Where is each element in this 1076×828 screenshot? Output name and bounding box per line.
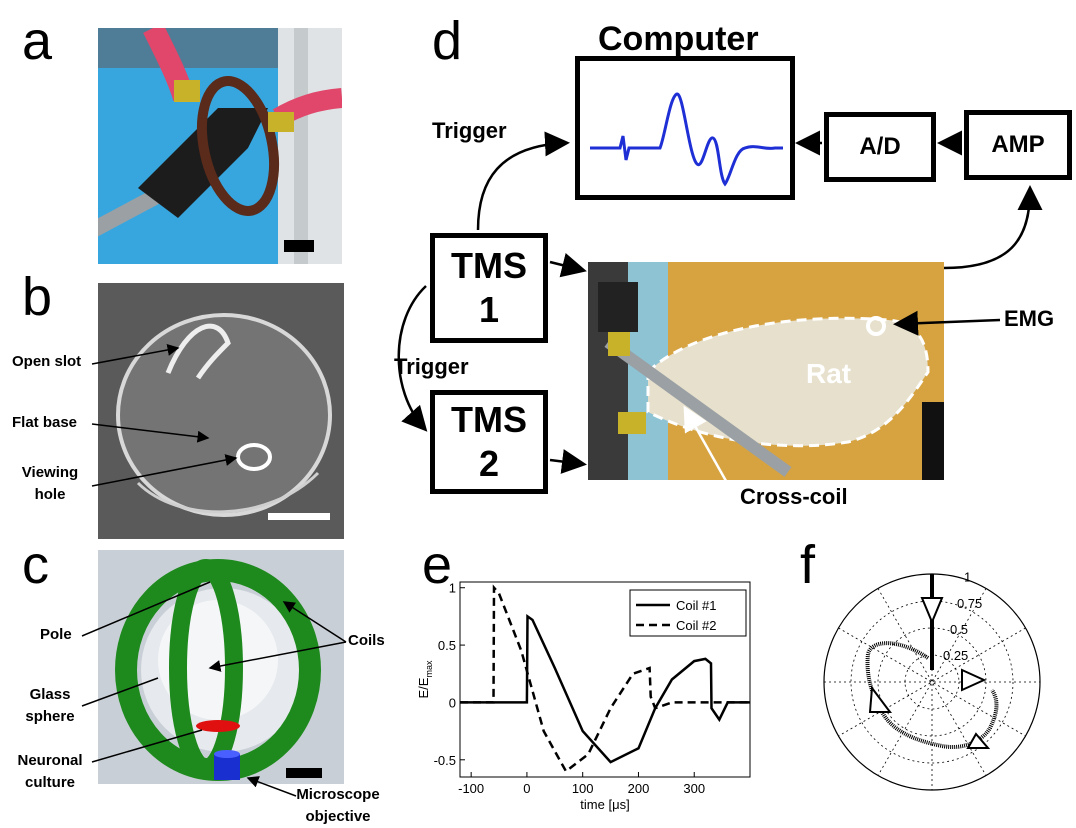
coil-holder-photo [90,23,343,264]
panel-letter-b: b [22,267,53,327]
x-tick-label: 100 [572,781,594,796]
polar-grid-spoke [877,588,987,776]
label-open-slot: Open slot [12,353,82,370]
direction-arrow [966,732,991,749]
panel-letter-c: c [22,535,49,595]
trigger-label-mid: Trigger [394,354,469,379]
tms1-number: 1 [478,289,500,330]
computer-title: Computer [598,20,759,58]
direction-arrow [961,668,987,692]
y-tick-label: 0.5 [438,638,456,653]
series-line [460,614,750,764]
rat-label: Rat [806,358,852,389]
waveform-chart: -100 0 100 200 300 1 0.5 0 -0.5 time [μs] E/Emax Co… [416,581,751,812]
legend-label: Coil #1 [676,598,716,613]
radial-tick-label: 0.5 [950,622,968,637]
legend-label: Coil #2 [676,618,716,633]
x-tick-label: 0 [523,781,530,796]
series-line [460,584,750,774]
x-tick-label: 300 [683,781,705,796]
label-glass: Glass [29,686,71,703]
cross-coil-label: Cross-coil [740,484,848,509]
label-microscope: Microscope [296,786,380,803]
direction-arrow [920,597,944,625]
radial-tick-label: 1 [964,570,971,585]
x-axis-label: time [μs] [580,797,629,812]
label-viewing: Viewing [21,464,79,481]
legend-box [629,589,747,637]
label-neuronal: Neuronal [17,752,83,769]
label-hole: hole [34,486,66,503]
y-axis-label: E/Emax [416,660,434,698]
polar-grid-spoke [838,627,1026,737]
y-tick-label: 0 [449,695,456,710]
tms2-label: TMS [451,399,527,440]
radial-tick-label: 0.75 [957,596,982,611]
label-pole: Pole [40,626,72,643]
label-coils: Coils [348,632,385,649]
panel-letter-f: f [800,535,816,595]
polar-trace [865,641,999,749]
y-tick-label: -0.5 [434,753,456,768]
ad-box: A/D [824,112,936,182]
panel-letter-a: a [22,11,53,71]
rat-photo [588,262,944,480]
panel-letter-e: e [422,535,453,595]
emg-label: EMG [1004,306,1055,331]
computer-box [575,56,795,200]
polar-chart: 1 0.75 0.5 0.25 [823,570,1041,791]
label-flat-base: Flat base [12,414,78,431]
label-sphere: sphere [25,708,75,725]
computer-trace [590,92,783,187]
label-culture: culture [24,774,75,791]
tms2-box: TMS 2 [430,390,548,494]
tms1-label: TMS [451,245,527,286]
glass-sphere-photo [98,283,344,539]
tms2-number: 2 [478,443,500,484]
panel-letter-d: d [432,11,463,71]
plot-frame [459,581,751,778]
tms1-box: TMS 1 [430,233,548,343]
direction-arrow [868,685,892,713]
x-tick-label: -100 [458,781,484,796]
trigger-label-top: Trigger [432,118,507,143]
radial-tick-label: 0.25 [943,648,968,663]
label-objective: objective [305,808,371,825]
y-tick-label: 1 [449,581,456,596]
y-axis-label-sub: max [424,660,434,678]
polar-grid-spoke [877,588,987,776]
amp-box: AMP [964,110,1072,180]
x-tick-label: 200 [628,781,650,796]
